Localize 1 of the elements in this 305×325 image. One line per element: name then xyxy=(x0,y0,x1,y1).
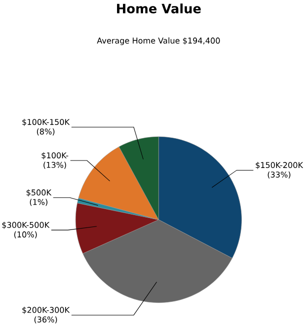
chart-title: Home Value xyxy=(117,4,201,14)
